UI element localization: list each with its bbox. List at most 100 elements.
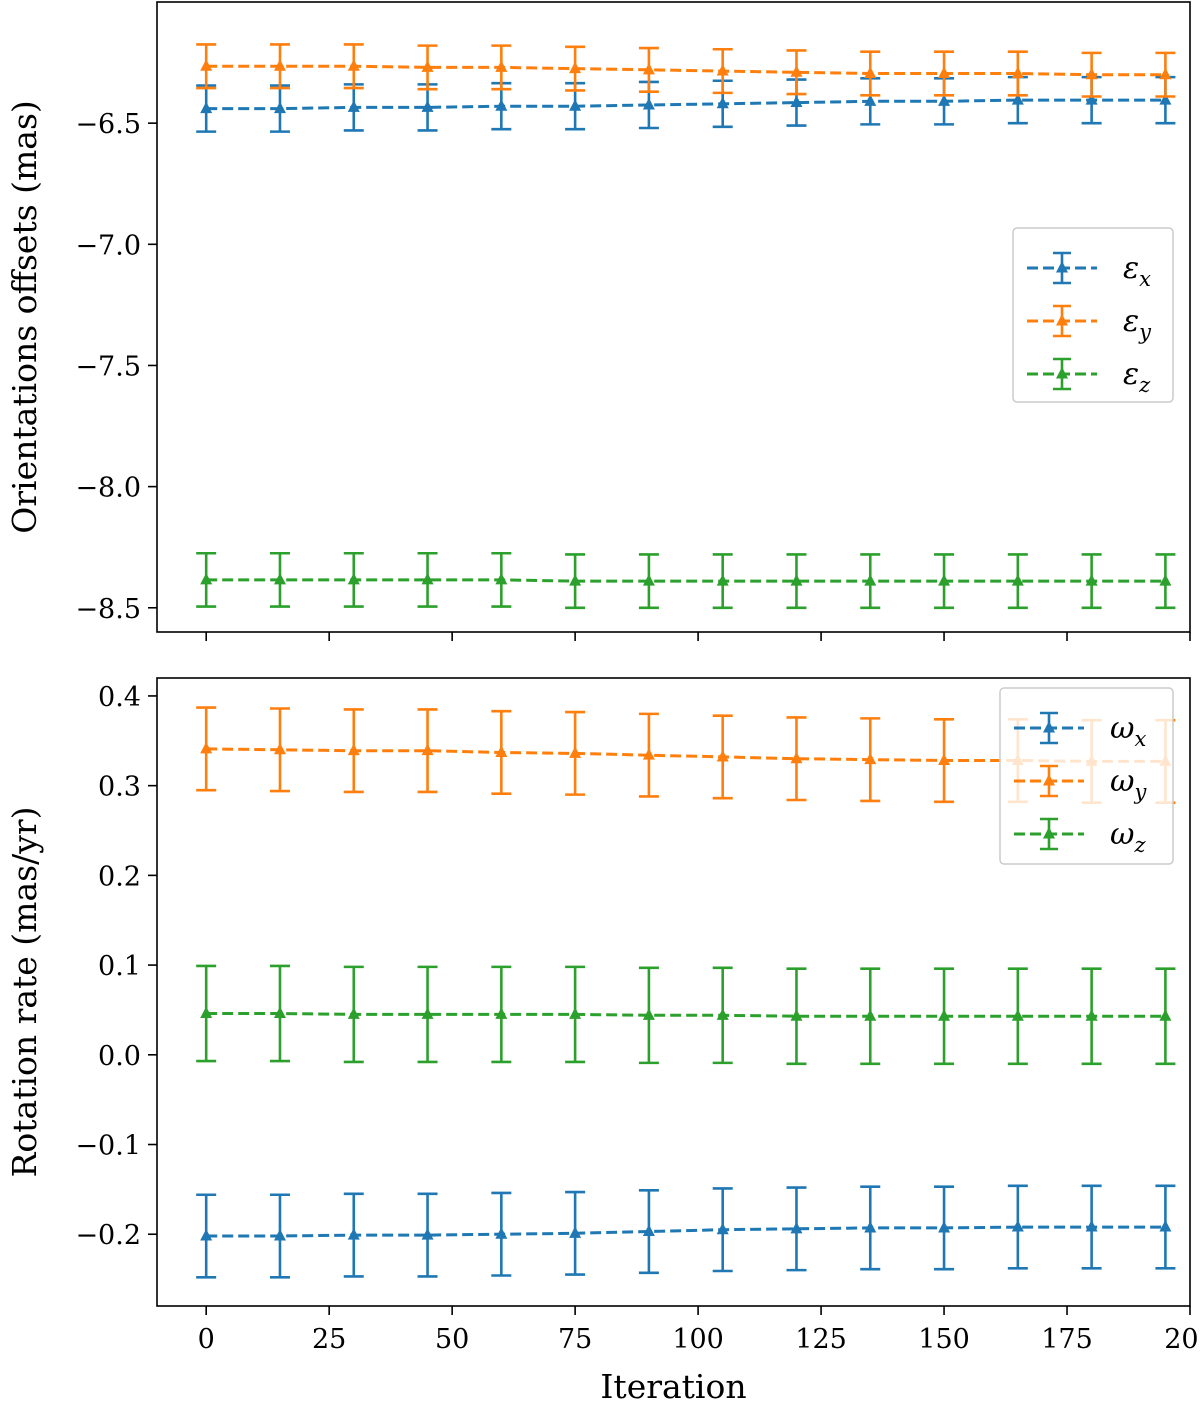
data-point (347, 572, 360, 585)
data-point (273, 101, 286, 114)
data-point (1011, 66, 1024, 78)
legend-frame (999, 687, 1174, 865)
data-point (1011, 93, 1024, 105)
x-tick-label: 25 (312, 1324, 346, 1355)
series-εz (196, 551, 1176, 610)
data-point (495, 572, 508, 585)
data-point (642, 748, 655, 760)
data-point (938, 94, 951, 106)
data-point (938, 753, 951, 766)
data-point (347, 1228, 360, 1240)
data-point (642, 97, 655, 110)
data-point (273, 1229, 286, 1241)
data-point (569, 1007, 582, 1019)
y-tick-label: −6.5 (75, 109, 141, 140)
y-tick-label: −0.2 (75, 1220, 141, 1251)
y-tick-label: −7.5 (75, 351, 141, 382)
data-point (569, 746, 582, 758)
data-point (200, 1229, 213, 1241)
data-point (200, 59, 213, 71)
data-point (421, 100, 434, 112)
data-point (421, 743, 434, 756)
data-point (421, 1228, 434, 1240)
data-point (569, 99, 582, 111)
data-point (273, 572, 286, 585)
data-point (347, 59, 360, 71)
data-point (790, 1221, 803, 1234)
axes-frame (156, 1, 1191, 633)
data-point (716, 749, 729, 762)
plot-area (196, 43, 1176, 610)
x-tick-label: 75 (558, 1324, 592, 1355)
plot-area (196, 706, 1176, 1279)
series-εx (196, 75, 1176, 133)
data-point (421, 572, 434, 585)
data-point (864, 1220, 877, 1233)
data-point (495, 60, 508, 72)
data-point (200, 101, 213, 114)
y-tick-label: 0.0 (98, 1041, 141, 1072)
data-point (864, 752, 877, 765)
data-point (642, 1008, 655, 1020)
y-tick-label: 0.2 (98, 861, 141, 892)
y-axis-label: Orientations offsets (mas) (5, 100, 44, 534)
y-tick-label: −0.1 (75, 1131, 141, 1162)
data-point (938, 66, 951, 78)
data-point (200, 1006, 213, 1019)
legend-item-ωx: ωx (1014, 711, 1146, 751)
data-point (569, 61, 582, 74)
data-point (347, 100, 360, 112)
data-point (938, 1220, 951, 1233)
data-point (864, 94, 877, 106)
axes-frame (156, 677, 1191, 1307)
data-point (273, 59, 286, 71)
data-point (347, 1007, 360, 1019)
legend-marker (1056, 261, 1068, 273)
data-point (864, 66, 877, 78)
data-point (790, 574, 803, 586)
data-point (421, 60, 434, 72)
data-point (495, 1007, 508, 1019)
data-point (716, 1008, 729, 1020)
x-tick-label: 175 (1041, 1324, 1093, 1355)
x-tick-label: 200 (1164, 1324, 1200, 1355)
data-point (1159, 1220, 1172, 1232)
data-point (1011, 1220, 1024, 1232)
data-point (864, 1009, 877, 1021)
x-tick-label: 150 (918, 1324, 970, 1355)
data-point (1085, 1220, 1098, 1232)
legend-marker (1043, 774, 1055, 786)
legend-label: εz (1123, 357, 1151, 397)
data-point (1159, 93, 1172, 105)
x-tick-label: 0 (198, 1324, 215, 1355)
data-point (642, 62, 655, 75)
x-tick-label: 50 (435, 1324, 469, 1355)
data-point (1085, 93, 1098, 105)
data-point (790, 751, 803, 764)
legend-item-εz: εz (1027, 357, 1151, 397)
legend-item-εx: εx (1027, 251, 1151, 291)
y-tick-label: −8.5 (75, 594, 141, 625)
data-point (716, 64, 729, 76)
data-point (569, 574, 582, 586)
x-axis-label: Iteration (600, 1367, 746, 1406)
legend-marker (1056, 314, 1068, 326)
legend-marker (1043, 827, 1055, 839)
data-point (495, 99, 508, 111)
y-tick-label: 0.1 (98, 951, 141, 982)
y-tick-label: 0.3 (98, 772, 141, 803)
data-point (1085, 1009, 1098, 1021)
chart-panel-bottom: −0.2 −0.1 0.0 0.1 0.2 0.3 0.4 0 25 50 75 100 125 150 1… (5, 677, 1200, 1406)
chart-panel-top: −8.5 −8.0 −7.5 −7.0 −6.5 Orientations offsets… (5, 1, 1191, 641)
data-point (273, 1006, 286, 1019)
series-εy (196, 43, 1176, 98)
legend-marker (1056, 367, 1068, 379)
data-point (495, 745, 508, 757)
data-point (790, 1009, 803, 1021)
data-point (790, 65, 803, 77)
data-point (347, 743, 360, 756)
data-point (938, 1009, 951, 1021)
data-point (495, 1227, 508, 1239)
